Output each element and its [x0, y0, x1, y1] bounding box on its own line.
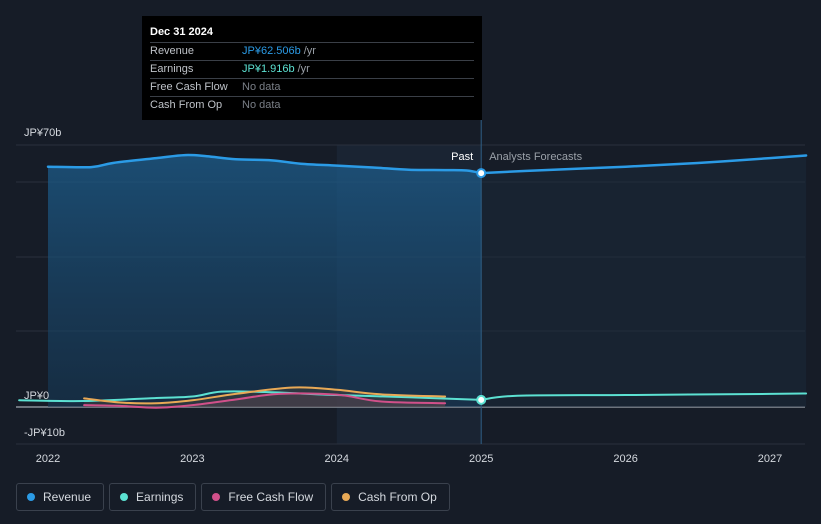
legend-label: Free Cash Flow: [228, 490, 314, 504]
series-line-revenue: [46, 153, 483, 175]
highlight-point: [476, 394, 487, 405]
legend-dot-icon: [212, 493, 221, 501]
revenue-forecast-area: [481, 155, 807, 407]
legend-label: Revenue: [43, 490, 92, 504]
legend-label: Cash From Op: [358, 490, 437, 504]
x-tick-label: 2022: [36, 453, 60, 465]
tooltip-label: Earnings: [150, 63, 194, 75]
legend-dot-icon: [342, 493, 351, 501]
tooltip-unit: /yr: [297, 63, 310, 75]
tooltip-date: Dec 31 2024: [150, 26, 213, 38]
highlight-point: [476, 168, 487, 179]
forecast-label: Analysts Forecasts: [489, 151, 582, 163]
legend-item-free-cash-flow[interactable]: Free Cash Flow: [201, 483, 327, 511]
tooltip-value: No data: [242, 81, 281, 93]
series-line-revenue-forecast: [479, 154, 808, 175]
tooltip-row-earnings: Earnings JP¥1.916b /yr: [150, 60, 474, 78]
x-tick-label: 2024: [325, 453, 349, 465]
x-tick-label: 2027: [758, 453, 782, 465]
tooltip-row-revenue: Revenue JP¥62.506b /yr: [150, 42, 474, 60]
legend-item-earnings[interactable]: Earnings: [109, 483, 197, 511]
tooltip-row-free-cash-flow: Free Cash Flow No data: [150, 78, 474, 96]
x-tick-label: 2025: [469, 453, 493, 465]
tooltip-label: Free Cash Flow: [150, 81, 228, 93]
free-cash-flow-area: [84, 393, 446, 408]
legend-item-revenue[interactable]: Revenue: [16, 483, 105, 511]
legend-label: Earnings: [136, 490, 184, 504]
legend-dot-icon: [27, 493, 35, 501]
legend-dot-icon: [120, 493, 129, 501]
revenue-area: [48, 155, 482, 407]
x-tick-label: 2026: [613, 453, 637, 465]
past-label: Past: [451, 151, 473, 163]
y-tick-label: JP¥70b: [24, 127, 61, 139]
tooltip-unit: /yr: [303, 45, 316, 57]
legend-item-cash-from-op[interactable]: Cash From Op: [331, 483, 450, 511]
y-tick-label: JP¥0: [24, 390, 49, 402]
series-line-earnings-forecast: [480, 392, 808, 401]
x-tick-label: 2023: [180, 453, 204, 465]
legend: Revenue Earnings Free Cash Flow Cash Fro…: [16, 483, 450, 511]
tooltip-value: No data: [242, 99, 281, 111]
tooltip-value: JP¥1.916b: [242, 63, 295, 75]
tooltip-value: JP¥62.506b: [242, 45, 301, 57]
series-line-free-cash-flow: [83, 392, 447, 409]
tooltip-label: Cash From Op: [150, 99, 223, 111]
y-tick-label: -JP¥10b: [24, 427, 65, 439]
series-line-cash-from-op: [83, 386, 447, 405]
tooltip-row-cash-from-op: Cash From Op No data: [150, 96, 474, 114]
tooltip-label: Revenue: [150, 45, 195, 57]
tooltip: Dec 31 2024 Revenue JP¥62.506b /yr Earni…: [142, 16, 482, 120]
